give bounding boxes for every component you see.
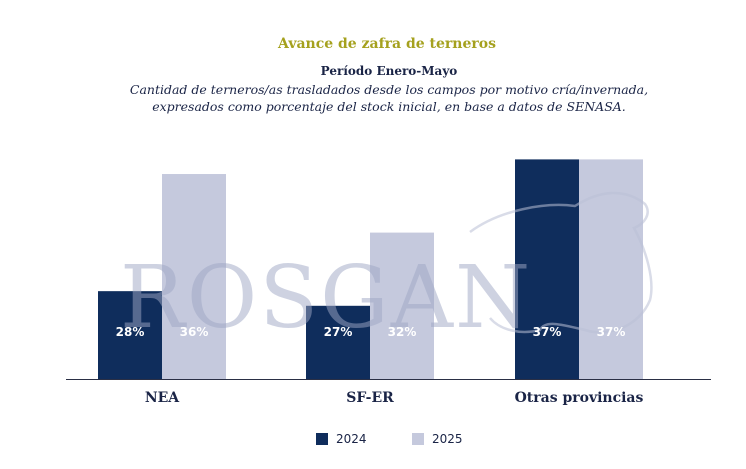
category-label-sf-er: SF-ER [346,390,394,406]
category-label-otras-provincias: Otras provincias [515,390,644,406]
bar-nea-2025 [162,174,226,379]
chart-title: Avance de zafra de terneros [278,36,496,52]
bar-sf-er-2024 [306,305,370,379]
watermark-text: ROSGAN [120,248,532,348]
description-line-2: expresados como porcentaje del stock ini… [152,99,626,114]
chart-description: Cantidad de terneros/as trasladados desd… [0,81,746,115]
data-label-nea-2025: 36% [180,325,209,339]
data-label-otras-provincias-2024: 37% [533,325,562,339]
legend-swatch-2025 [412,433,424,445]
legend-item-2024: 2024 [316,432,367,446]
data-label-nea-2024: 28% [116,325,145,339]
legend-label-2025: 2025 [432,432,463,446]
bar-otras-provincias-2024 [515,159,579,379]
data-label-otras-provincias-2025: 37% [597,325,626,339]
data-label-sf-er-2024: 27% [324,325,353,339]
chart-subtitle: Período Enero-Mayo [320,64,458,78]
category-label-nea: NEA [145,390,180,406]
legend-swatch-2024 [316,433,328,445]
data-label-sf-er-2025: 32% [388,325,417,339]
legend-item-2025: 2025 [412,432,463,446]
description-line-1: Cantidad de terneros/as trasladados desd… [129,82,649,97]
watermark-bull-icon [469,191,653,334]
legend-label-2024: 2024 [336,432,367,446]
bar-sf-er-2025 [370,232,434,379]
bar-nea-2024 [98,291,162,379]
